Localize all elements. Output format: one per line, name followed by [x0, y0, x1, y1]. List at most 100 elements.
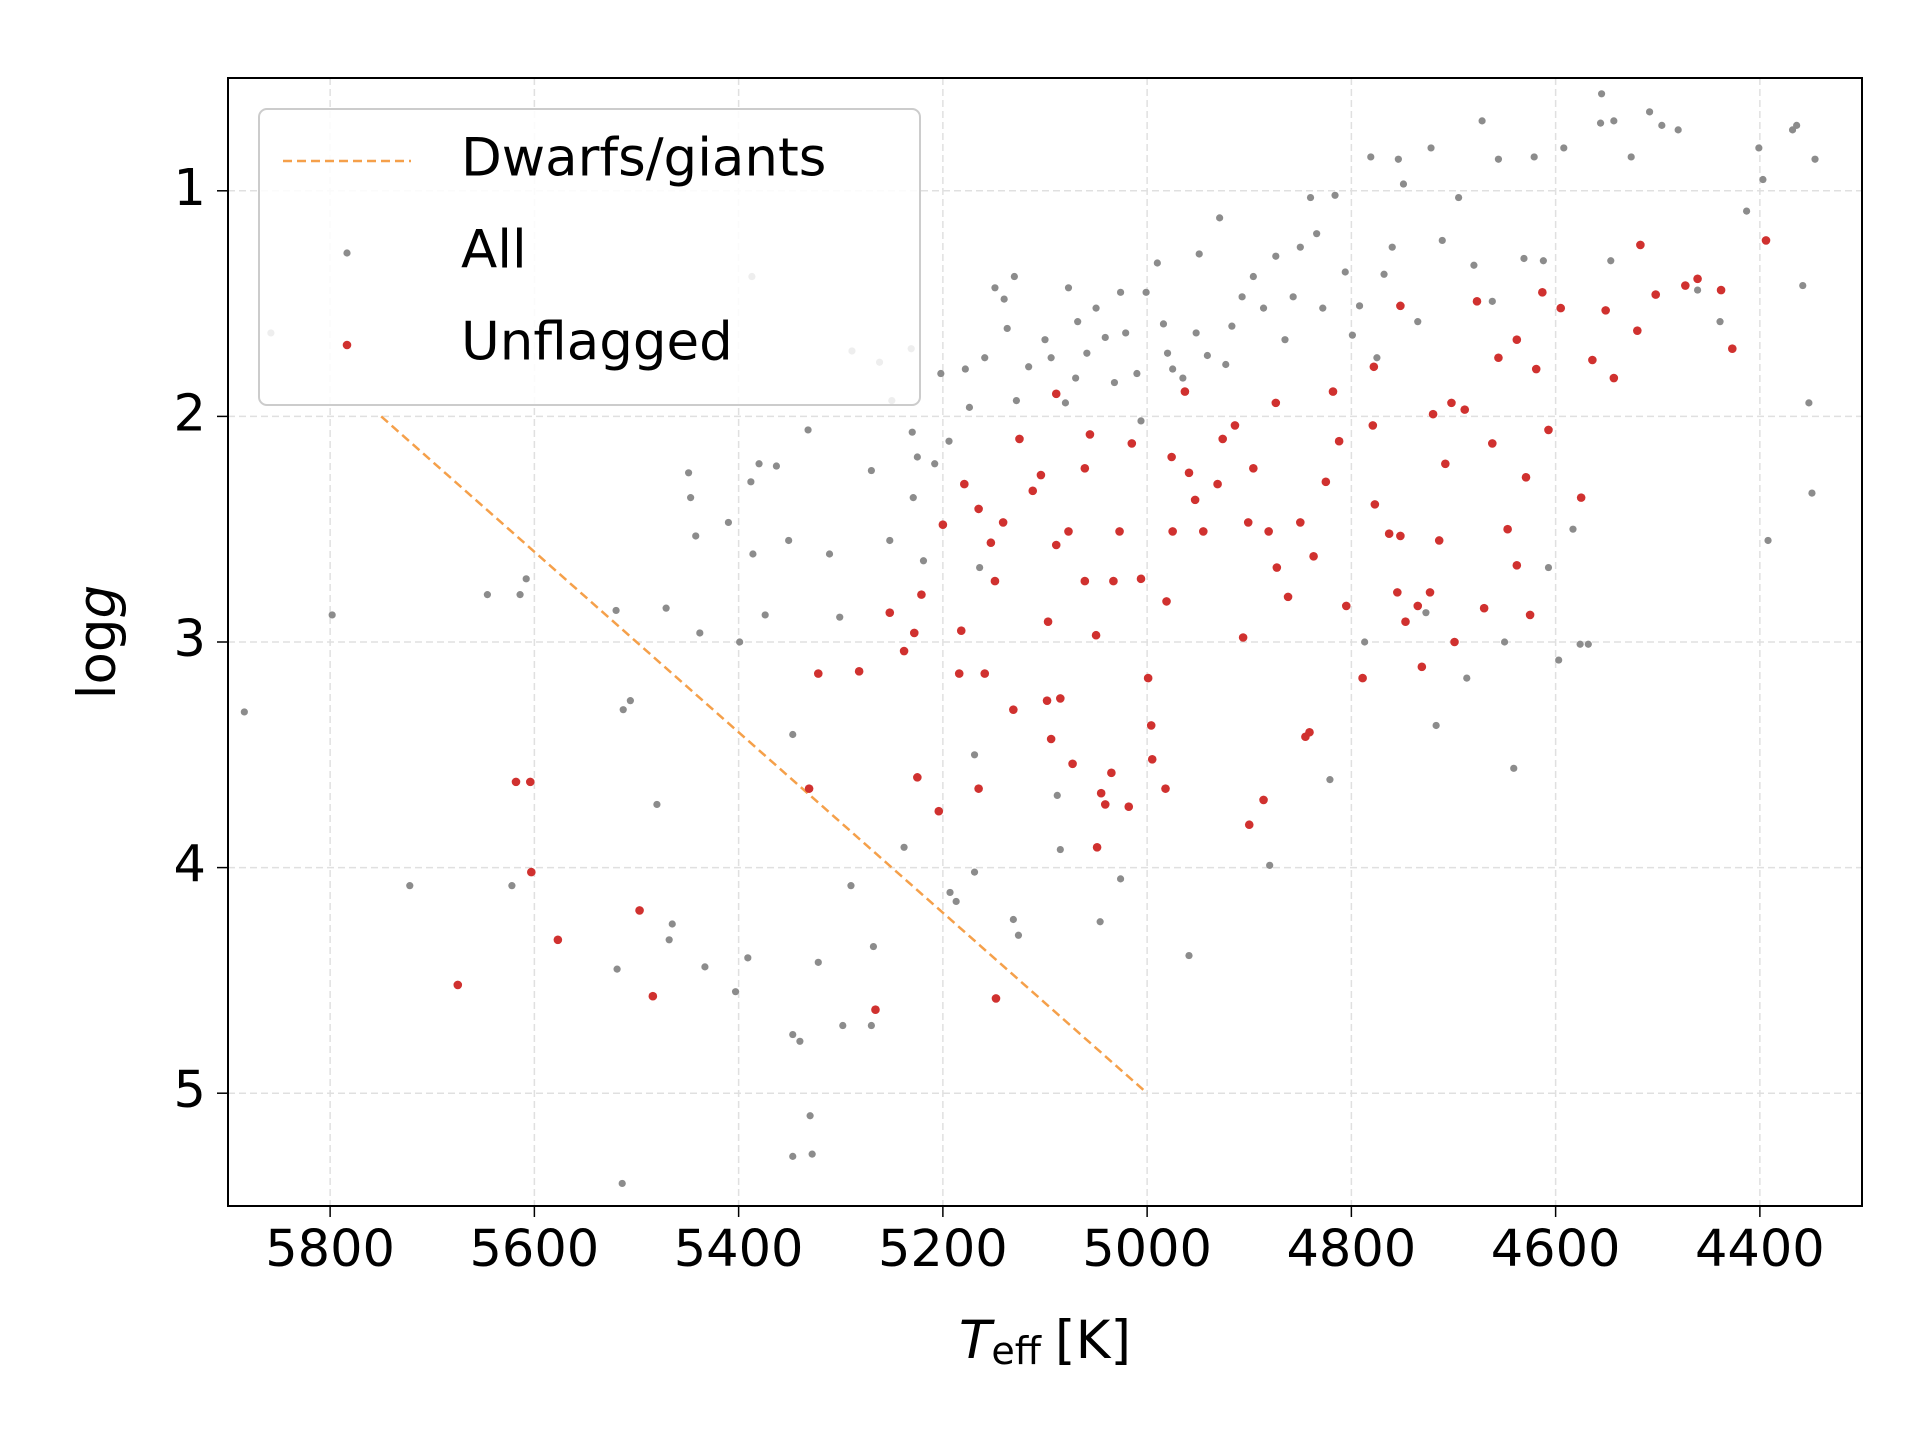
- data-point: [1025, 363, 1033, 371]
- data-point: [755, 460, 763, 468]
- data-point: [1716, 285, 1726, 295]
- data-point: [1046, 734, 1056, 744]
- data-point: [1051, 389, 1061, 399]
- data-point: [909, 628, 919, 638]
- data-point: [1116, 288, 1125, 296]
- data-point: [1460, 405, 1470, 414]
- data-point: [1728, 344, 1737, 354]
- data-point: [522, 575, 530, 583]
- data-point: [1168, 527, 1177, 536]
- data-point: [1645, 108, 1654, 116]
- x-label-subscript: eff: [991, 1329, 1041, 1373]
- data-point: [1192, 329, 1200, 337]
- data-point: [1198, 527, 1208, 536]
- data-point: [1272, 563, 1282, 572]
- data-point: [1494, 353, 1503, 363]
- data-point: [511, 777, 521, 787]
- data-point: [1216, 214, 1224, 222]
- data-point: [1266, 861, 1274, 869]
- data-point: [1413, 601, 1423, 611]
- data-point: [1012, 397, 1021, 405]
- data-point: [747, 478, 755, 486]
- y-label-text: log: [67, 618, 128, 699]
- legend-swatch: [343, 249, 351, 257]
- data-point: [1396, 301, 1405, 311]
- data-point: [684, 469, 693, 477]
- data-point: [1109, 576, 1118, 586]
- data-point: [1438, 236, 1446, 245]
- data-point: [1609, 373, 1619, 383]
- data-point: [900, 843, 908, 851]
- data-point: [1427, 144, 1435, 152]
- data-point: [1521, 473, 1531, 482]
- data-point: [1651, 290, 1661, 299]
- data-point: [1009, 705, 1018, 714]
- x-tick-label: 5200: [878, 1220, 1008, 1279]
- data-point: [1074, 318, 1082, 326]
- data-point: [1249, 463, 1258, 473]
- data-point: [1500, 638, 1509, 646]
- data-point: [1319, 304, 1327, 312]
- legend-box: [258, 108, 921, 406]
- data-point: [1510, 764, 1518, 772]
- legend-label: All: [461, 220, 527, 281]
- data-point: [1588, 355, 1597, 365]
- data-point: [1422, 609, 1430, 617]
- data-point: [919, 557, 928, 565]
- x-tick-label: 5800: [265, 1220, 395, 1279]
- data-point: [931, 460, 939, 468]
- data-point: [1041, 336, 1049, 344]
- data-point: [1042, 696, 1052, 705]
- data-point: [934, 806, 944, 816]
- data-point: [938, 520, 948, 529]
- data-point: [1061, 399, 1070, 407]
- data-point: [1414, 318, 1422, 326]
- data-point: [1064, 284, 1073, 292]
- data-point: [1394, 155, 1402, 163]
- data-point: [808, 1150, 816, 1158]
- x-tick-label: 5600: [469, 1220, 599, 1279]
- data-point: [1361, 638, 1369, 646]
- data-point: [1003, 324, 1011, 333]
- data-point: [1056, 694, 1065, 703]
- data-point: [1479, 603, 1489, 613]
- data-point: [1358, 673, 1367, 683]
- data-point: [1259, 304, 1268, 312]
- data-point: [744, 954, 752, 962]
- data-point: [1096, 788, 1106, 798]
- data-point: [1180, 387, 1190, 396]
- data-point: [789, 1030, 797, 1039]
- data-point: [1764, 536, 1772, 545]
- data-point: [1092, 842, 1102, 852]
- data-point: [1348, 331, 1356, 339]
- data-point: [508, 882, 516, 890]
- data-point: [1607, 257, 1615, 265]
- data-point: [1100, 800, 1110, 809]
- data-point: [1488, 439, 1497, 448]
- data-point: [952, 897, 960, 906]
- x-axis-label: Teff [K]: [959, 1310, 1131, 1373]
- data-point: [1693, 286, 1702, 294]
- data-point: [1243, 518, 1253, 527]
- data-point: [1167, 452, 1176, 462]
- data-point: [869, 942, 878, 951]
- data-point: [785, 536, 793, 545]
- data-point: [961, 365, 969, 373]
- data-point: [1203, 351, 1211, 360]
- data-point: [899, 646, 909, 656]
- data-point: [970, 751, 979, 759]
- data-point: [1455, 193, 1463, 202]
- data-point: [1289, 293, 1297, 301]
- data-point: [1218, 434, 1227, 444]
- data-point: [1133, 369, 1141, 378]
- data-point: [483, 591, 491, 599]
- data-point: [1249, 272, 1257, 281]
- data-point: [696, 629, 704, 637]
- data-point: [648, 991, 658, 1001]
- data-point: [1110, 378, 1119, 387]
- data-point: [1047, 354, 1055, 362]
- data-point: [1808, 489, 1816, 497]
- data-point: [1159, 320, 1168, 328]
- data-point: [618, 1179, 626, 1188]
